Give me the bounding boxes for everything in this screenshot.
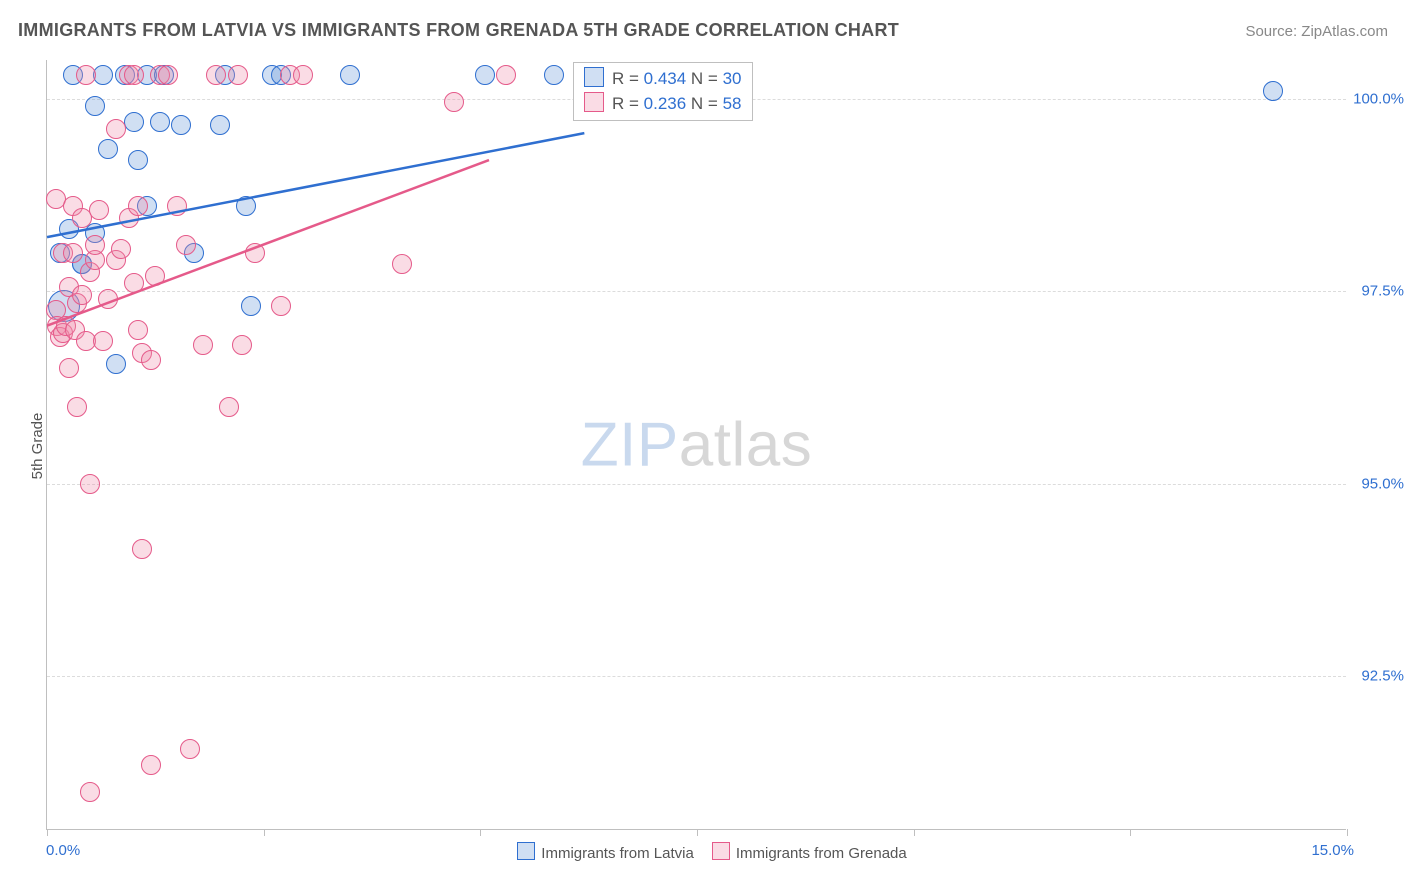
x-tick [1347, 829, 1348, 836]
legend-swatch [517, 842, 535, 860]
n-label: N = [686, 69, 722, 88]
r-value: 0.434 [644, 69, 687, 88]
legend-swatch [584, 67, 604, 87]
r-label: R = [612, 69, 644, 88]
header-row: IMMIGRANTS FROM LATVIA VS IMMIGRANTS FRO… [18, 20, 1388, 41]
n-value: 58 [723, 94, 742, 113]
x-tick [697, 829, 698, 836]
correlation-legend-row: R = 0.434 N = 30 [584, 67, 742, 92]
plot-area: ZIPatlas 100.0%97.5%95.0%92.5%R = 0.434 … [46, 60, 1346, 830]
x-tick [480, 829, 481, 836]
y-tick-label: 95.0% [1361, 475, 1404, 492]
n-label: N = [686, 94, 722, 113]
chart-container: IMMIGRANTS FROM LATVIA VS IMMIGRANTS FRO… [0, 0, 1406, 892]
legend-swatch [712, 842, 730, 860]
legend-swatch [584, 92, 604, 112]
trend-lines [47, 60, 1347, 830]
x-tick [47, 829, 48, 836]
r-label: R = [612, 94, 644, 113]
r-value: 0.236 [644, 94, 687, 113]
source-label: Source: ZipAtlas.com [1245, 23, 1388, 40]
x-tick [1130, 829, 1131, 836]
x-tick [914, 829, 915, 836]
bottom-legend: Immigrants from Latvia Immigrants from Gr… [0, 842, 1406, 862]
y-tick-label: 97.5% [1361, 283, 1404, 300]
trend-line [47, 160, 489, 326]
chart-title: IMMIGRANTS FROM LATVIA VS IMMIGRANTS FRO… [18, 20, 899, 41]
y-tick-label: 100.0% [1353, 90, 1404, 107]
correlation-legend-row: R = 0.236 N = 58 [584, 92, 742, 117]
n-value: 30 [723, 69, 742, 88]
legend-label: Immigrants from Latvia [541, 845, 694, 862]
trend-line [47, 133, 584, 237]
y-tick-label: 92.5% [1361, 668, 1404, 685]
correlation-legend: R = 0.434 N = 30R = 0.236 N = 58 [573, 62, 753, 121]
y-axis-label: 5th Grade [29, 413, 46, 480]
legend-label: Immigrants from Grenada [736, 845, 907, 862]
x-tick [264, 829, 265, 836]
